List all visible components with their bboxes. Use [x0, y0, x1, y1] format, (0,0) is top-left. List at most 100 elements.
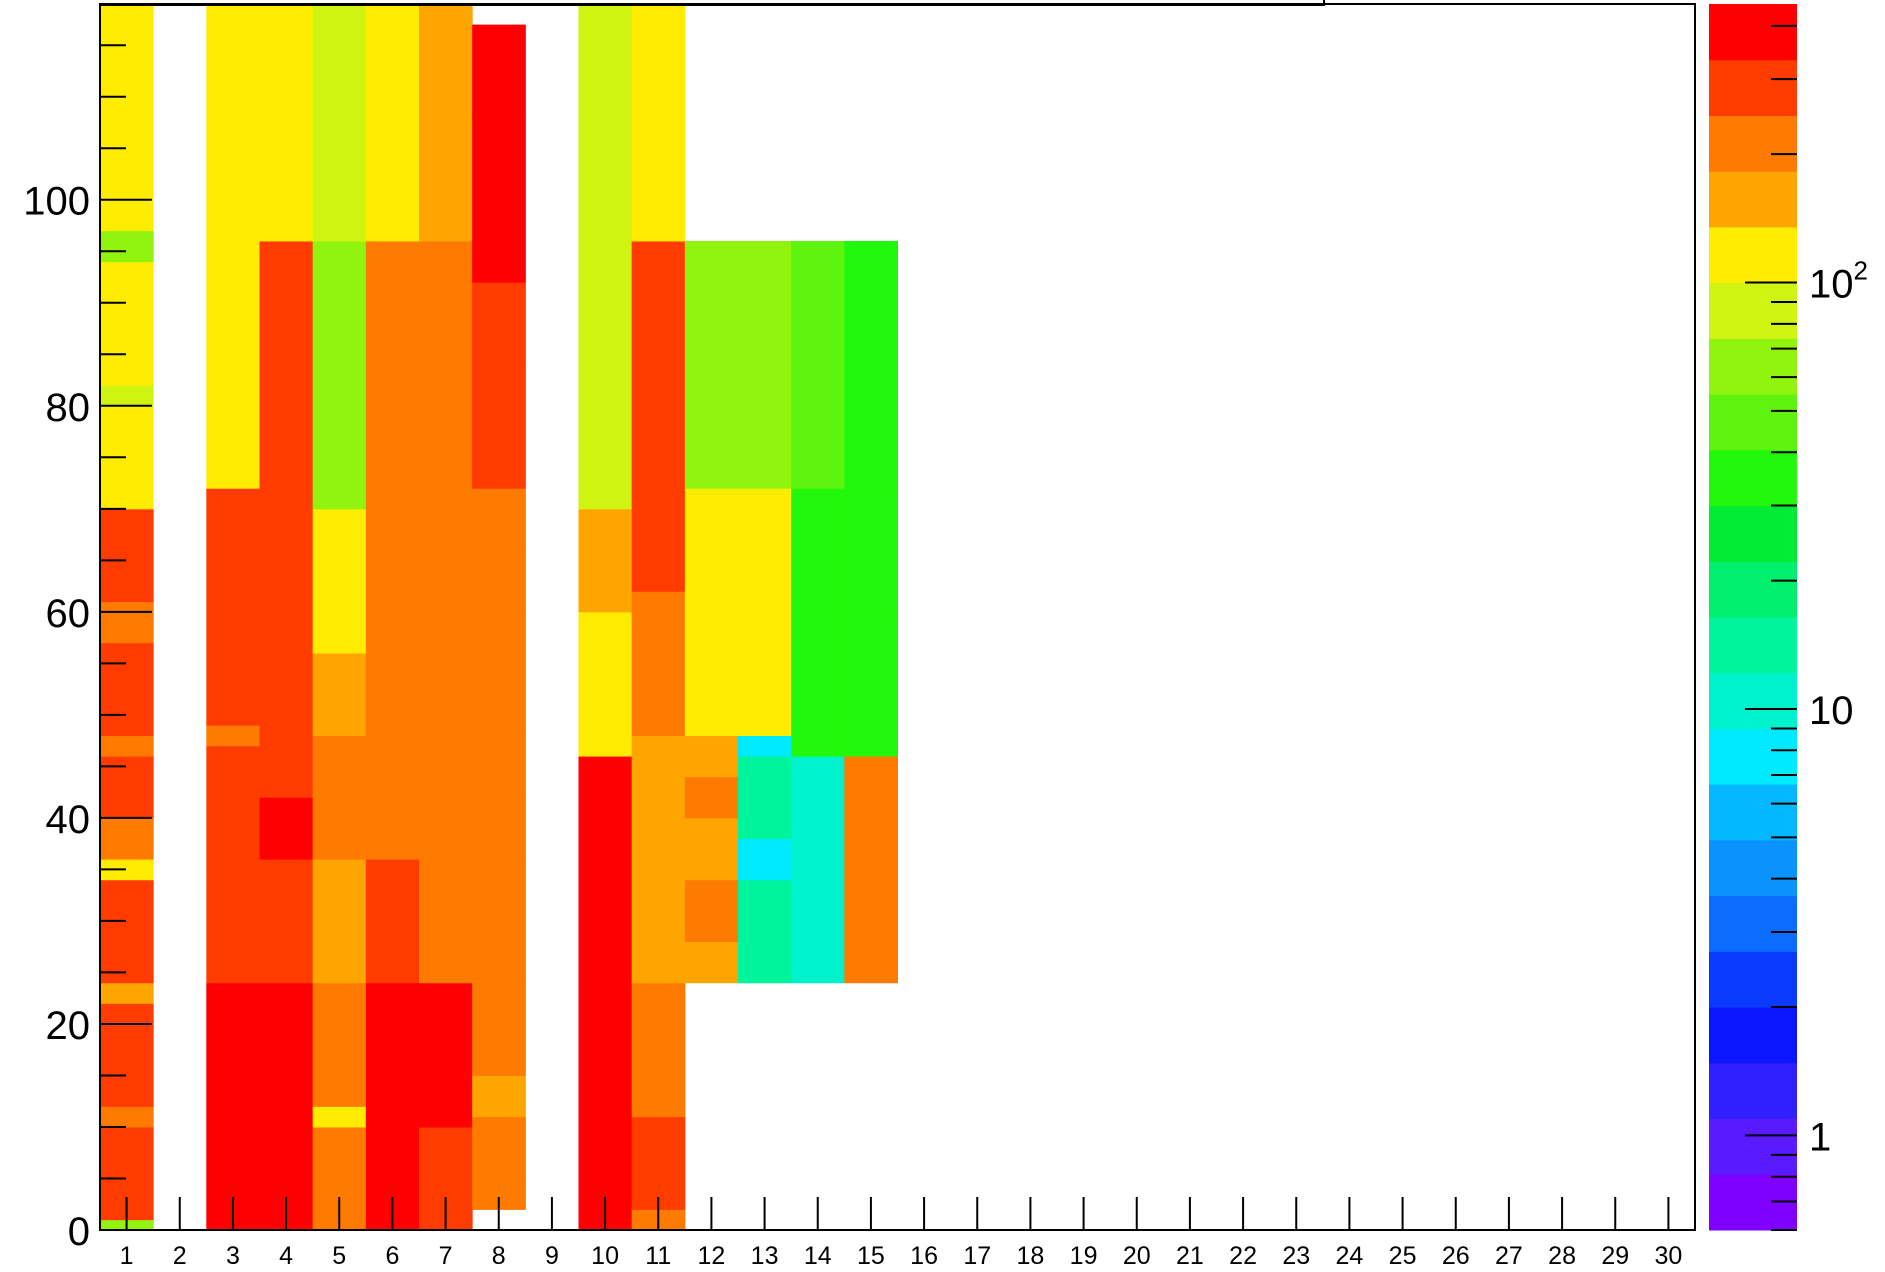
y-tick-label: 40 — [46, 798, 91, 842]
heatmap-cell — [631, 982, 686, 1118]
heatmap-cell — [259, 560, 314, 644]
palette-band — [1709, 895, 1797, 952]
heatmap-cell — [419, 240, 473, 489]
heatmap-cell — [100, 879, 154, 984]
heatmap-cell — [472, 859, 526, 984]
x-tick-label: 12 — [698, 1242, 726, 1270]
heatmap-cell — [312, 653, 367, 736]
heatmap-cell — [844, 756, 898, 860]
heatmap-cell — [472, 1075, 526, 1118]
heatmap-cell — [684, 240, 739, 366]
heatmap-cell — [684, 776, 739, 819]
x-tick-label: 2 — [173, 1242, 187, 1270]
color-palette-bar — [1709, 4, 1797, 1231]
y-tick-label: 60 — [46, 592, 91, 636]
x-tick-label: 8 — [492, 1242, 506, 1270]
heatmap-cell — [206, 4, 260, 242]
palette-band — [1709, 617, 1797, 674]
heatmap-cell — [100, 261, 154, 386]
x-tick-label: 6 — [385, 1242, 399, 1270]
heatmap-cell — [259, 488, 314, 561]
heatmap-cell — [419, 611, 473, 736]
z-tick-label: 102 — [1809, 256, 1868, 307]
x-tick-label: 4 — [279, 1242, 293, 1270]
heatmap-cell — [472, 24, 526, 118]
heatmap-cell — [365, 859, 420, 984]
x-tick-label: 24 — [1336, 1242, 1364, 1270]
heatmap-cell — [259, 797, 314, 860]
x-tick-label: 15 — [857, 1242, 885, 1270]
heatmap-cell — [100, 601, 154, 644]
heatmap-cell — [578, 611, 633, 757]
heatmap-cell — [738, 756, 792, 839]
heatmap-cell — [844, 611, 898, 757]
heatmap-cell — [631, 859, 686, 984]
heatmap-cell — [684, 879, 739, 943]
palette-band — [1709, 59, 1797, 116]
heatmap-cell — [631, 240, 686, 489]
heatmap-cell — [844, 364, 898, 489]
heatmap-cell — [206, 1085, 260, 1128]
heatmap-cell — [312, 735, 367, 860]
heatmap-cell — [631, 1116, 686, 1210]
heatmap-cell — [844, 240, 898, 366]
heatmap-cell — [100, 859, 154, 881]
heatmap-cell — [791, 756, 845, 984]
x-tick-label: 10 — [591, 1242, 619, 1270]
heatmap-cell — [631, 488, 686, 592]
heatmap-cell — [631, 735, 686, 860]
heatmap-cell — [684, 488, 739, 613]
palette-band — [1709, 226, 1797, 284]
heatmap-cell — [684, 941, 739, 984]
heatmap-cell — [578, 982, 633, 1056]
heatmap-cell — [738, 838, 792, 881]
heatmap-cell — [684, 735, 739, 778]
y-tick-label: 100 — [23, 180, 90, 224]
heatmap-cell — [100, 4, 154, 232]
y-axis: 0 20 40 60 80 100 — [23, 44, 152, 1254]
heatmap-cell — [472, 550, 526, 613]
x-tick-label: 28 — [1548, 1242, 1576, 1270]
heatmap-cell — [738, 240, 792, 366]
heatmap-cell — [578, 4, 633, 242]
palette-band — [1709, 561, 1797, 618]
heatmap-cells — [100, 4, 898, 1231]
heatmap-cell — [472, 364, 526, 489]
palette-band — [1709, 1118, 1797, 1175]
x-tick-label: 20 — [1123, 1242, 1151, 1270]
x-tick-label: 27 — [1495, 1242, 1523, 1270]
heatmap-cell — [684, 611, 739, 736]
palette-band — [1709, 951, 1797, 1008]
heatmap-cell — [472, 735, 526, 798]
palette-band — [1709, 394, 1797, 451]
palette-band — [1709, 1007, 1797, 1064]
x-tick-label: 30 — [1655, 1242, 1683, 1270]
heatmap-cell — [365, 240, 420, 489]
heatmap-cell — [259, 982, 314, 1128]
heatmap-cell — [419, 982, 473, 1087]
heatmap-cell — [631, 591, 686, 736]
x-tick-label: 26 — [1442, 1242, 1470, 1270]
x-tick-label: 21 — [1176, 1242, 1204, 1270]
palette-band — [1709, 449, 1797, 507]
x-tick-label: 22 — [1229, 1242, 1257, 1270]
x-tick-label: 9 — [545, 1242, 559, 1270]
heatmap-cell — [791, 240, 845, 366]
heatmap-cell — [100, 508, 154, 603]
heatmap-cell — [844, 859, 898, 984]
heatmap-cell — [472, 797, 526, 860]
heatmap-cell — [365, 488, 420, 592]
heatmap-cell — [365, 591, 420, 736]
heatmap-cell — [312, 859, 367, 984]
heatmap-cell — [206, 488, 260, 726]
heatmap-cell — [738, 735, 792, 757]
heatmap-cell — [100, 982, 154, 1004]
heatmap-cell — [312, 240, 367, 510]
heatmap-cell — [578, 859, 633, 984]
y-tick-label: 80 — [46, 386, 91, 430]
x-tick-label: 3 — [226, 1242, 240, 1270]
legend-box-edge — [100, 4, 1325, 6]
heatmap-cell — [100, 642, 154, 736]
heatmap-cell — [419, 859, 473, 984]
